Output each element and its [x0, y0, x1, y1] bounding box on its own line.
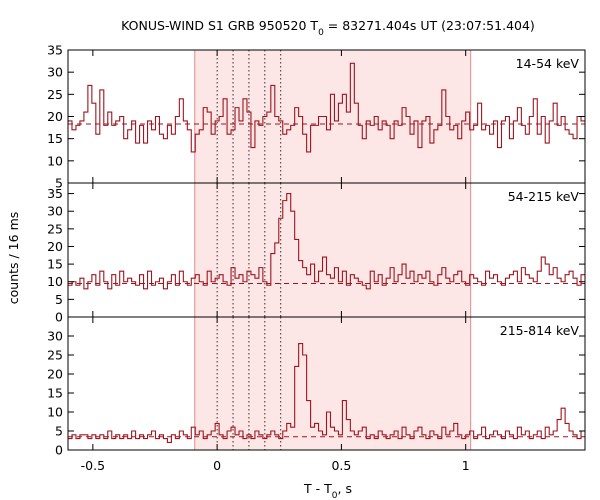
- y-tick-label: 35: [47, 43, 63, 58]
- chart-title: KONUS-WIND S1 GRB 950520 T0 = 83271.404s…: [121, 18, 535, 38]
- x-tick-label: 0.5: [331, 458, 351, 473]
- x-tick-label: 0: [213, 458, 221, 473]
- x-axis-label: T - T0, s: [303, 481, 352, 500]
- y-tick-label: 15: [47, 386, 63, 401]
- y-tick-label: 5: [55, 292, 63, 307]
- interval-shade: [194, 183, 471, 317]
- panel-1: 5 10 15 20 25 30 35 14-54 keV: [47, 43, 586, 191]
- y-tick-label: 30: [47, 204, 63, 219]
- energy-band-label: 14-54 keV: [516, 56, 580, 71]
- y-tick-label: 25: [47, 348, 63, 363]
- y-tick-label: 30: [47, 65, 63, 80]
- y-tick-label: 25: [47, 87, 63, 102]
- y-axis-label: counts / 16 ms: [6, 212, 21, 305]
- lightcurve-series: [68, 193, 585, 290]
- y-tick-label: 20: [47, 367, 63, 382]
- panel-3: 0 5 10 15 20 25 30 215-814 keV: [47, 316, 586, 458]
- x-tick-label: 1: [462, 458, 470, 473]
- interval-shade: [194, 50, 471, 183]
- y-tick-label: 10: [47, 153, 63, 168]
- y-tick-label: 10: [47, 274, 63, 289]
- y-tick-label: 30: [47, 329, 63, 344]
- y-tick-label: 0: [55, 443, 63, 458]
- y-tick-label: 10: [47, 405, 63, 420]
- y-tick-label: 20: [47, 109, 63, 124]
- lightcurve-series: [68, 62, 585, 153]
- energy-band-label: 215-814 keV: [500, 323, 580, 338]
- energy-band-label: 54-215 keV: [508, 189, 580, 204]
- y-tick-label: 35: [47, 186, 63, 201]
- interval-shade: [194, 317, 471, 450]
- lightcurve-series: [68, 343, 585, 443]
- panel-2: 0 5 10 15 20 25 30 35 54-215 keV: [47, 182, 586, 325]
- y-tick-label: 20: [47, 239, 63, 254]
- y-tick-label: 15: [47, 257, 63, 272]
- panel-frame: [67, 316, 586, 451]
- y-tick-label: 5: [55, 424, 63, 439]
- y-tick-label: 15: [47, 131, 63, 146]
- y-tick-label: 25: [47, 221, 63, 236]
- x-tick-label: -0.5: [81, 458, 105, 473]
- y-tick-label: 0: [55, 310, 63, 325]
- y-tick-label: 5: [55, 176, 63, 191]
